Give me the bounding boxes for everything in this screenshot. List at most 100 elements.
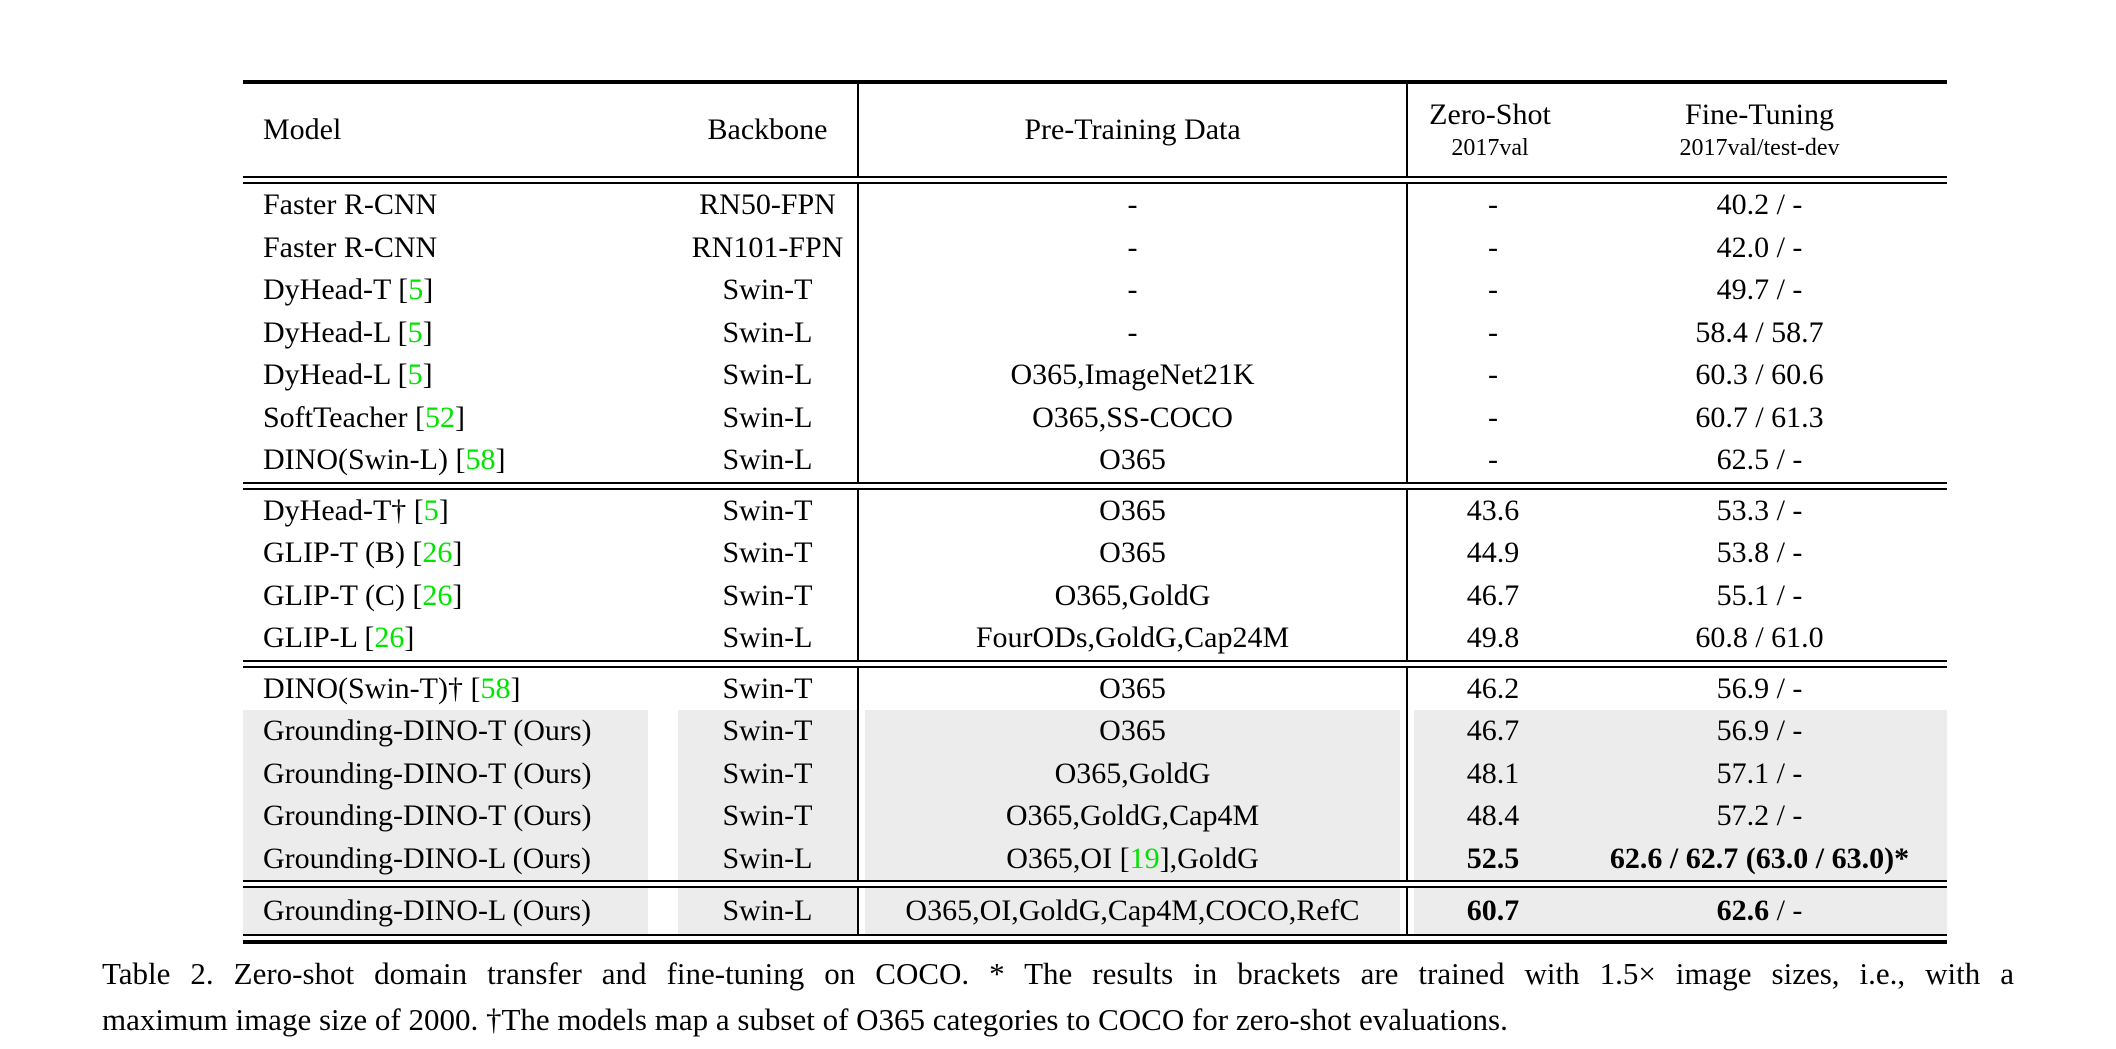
cell-pretraining-data: - (857, 226, 1406, 269)
cell-model: Faster R-CNN (263, 188, 438, 221)
table-caption: Table 2. Zero-shot domain transfer and f… (102, 951, 2014, 1043)
table-section-final: Grounding-DINO-L (Ours) Swin-L O365,OI,G… (243, 888, 1947, 934)
cell-pretraining-data: - (857, 311, 1406, 354)
cell-pretraining-data: O365 (857, 532, 1406, 575)
cell-model: SoftTeacher [52] (263, 400, 465, 434)
results-table: Model Backbone Pre-Training Data Zero-Sh… (243, 80, 1947, 944)
cell-backbone: Swin-L (722, 443, 813, 476)
cell-fine-tuning: 62.6 / - (1572, 888, 1947, 934)
cell-pretraining-data: O365 (857, 439, 1406, 482)
cell-backbone: Swin-L (722, 400, 813, 434)
section-separator-rule (243, 481, 1947, 490)
caption-label: Table 2. (102, 956, 214, 991)
cell-fine-tuning: 60.7 / 61.3 (1695, 400, 1824, 434)
table-row: DINO(Swin-L) [58] Swin-L O365 - 62.5 / - (243, 439, 1947, 482)
cell-zero-shot: - (1406, 439, 1572, 482)
cell-pretraining-data: - (857, 269, 1406, 312)
cell-fine-tuning: 58.4 / 58.7 (1695, 315, 1824, 349)
cell-pretraining-data: O365 (857, 667, 1406, 710)
table-header-row: Model Backbone Pre-Training Data Zero-Sh… (243, 84, 1947, 176)
cell-model: DINO(Swin-L) [58] (263, 443, 506, 476)
cell-model: DyHead-L [5] (263, 358, 433, 391)
table-row-highlighted: Grounding-DINO-T (Ours) Swin-T O365 46.7… (243, 710, 1947, 753)
header-zero-shot-title: Zero-Shot (1429, 98, 1551, 131)
cell-fine-tuning: 56.9 / - (1716, 671, 1803, 705)
cell-backbone: Swin-T (722, 273, 813, 306)
table-bottom-rule (243, 934, 1947, 944)
cell-model: GLIP-L [26] (263, 621, 415, 654)
table-row: DyHead-L [5] Swin-L O365,ImageNet21K - 6… (243, 354, 1947, 397)
cell-zero-shot: - (1406, 396, 1572, 439)
cell-backbone: Swin-L (648, 837, 857, 880)
cell-backbone: RN50-FPN (699, 188, 836, 221)
cell-zero-shot: - (1406, 184, 1572, 227)
cell-model: Faster R-CNN (263, 230, 438, 264)
cell-zero-shot: - (1406, 311, 1572, 354)
cell-model: DINO(Swin-T)† [58] (263, 671, 521, 705)
cell-backbone: Swin-T (722, 536, 813, 569)
cell-pretraining-data: O365,GoldG,Cap4M (857, 795, 1406, 838)
header-pretraining-data: Pre-Training Data (857, 84, 1406, 176)
table-row: DINO(Swin-T)† [58] Swin-T O365 46.2 56.9… (243, 667, 1947, 710)
cell-backbone: Swin-T (722, 493, 813, 527)
cell-fine-tuning: 53.3 / - (1716, 493, 1803, 527)
cell-zero-shot: 48.4 (1406, 795, 1572, 838)
caption-line-2: maximum image size of 2000. †The models … (102, 1002, 1508, 1037)
header-separator-rule (243, 176, 1947, 184)
cell-model: DyHead-T† [5] (263, 493, 449, 527)
cell-fine-tuning: 62.5 / - (1716, 443, 1803, 476)
cell-backbone: Swin-T (648, 752, 857, 795)
table-row: DyHead-T [5] Swin-T - - 49.7 / - (243, 269, 1947, 312)
cell-pretraining-data: O365,OI,GoldG,Cap4M,COCO,RefC (857, 888, 1406, 934)
table-row: Faster R-CNN RN101-FPN - - 42.0 / - (243, 226, 1947, 269)
cell-fine-tuning: 40.2 / - (1716, 188, 1803, 221)
header-zero-shot-sub: 2017val (1451, 135, 1529, 161)
table-row: GLIP-L [26] Swin-L FourODs,GoldG,Cap24M … (243, 617, 1947, 660)
section-separator-rule (243, 659, 1947, 668)
header-fine-tuning-title: Fine-Tuning (1685, 98, 1834, 131)
cell-pretraining-data: O365,ImageNet21K (857, 354, 1406, 397)
cell-backbone: Swin-L (722, 621, 813, 654)
cell-zero-shot: 49.8 (1406, 617, 1572, 660)
cell-backbone: Swin-T (648, 710, 857, 753)
cell-zero-shot: 43.6 (1406, 489, 1572, 532)
cell-pretraining-data: O365,GoldG (857, 752, 1406, 795)
table-row: DyHead-L [5] Swin-L - - 58.4 / 58.7 (243, 311, 1947, 354)
cell-fine-tuning: 60.8 / 61.0 (1695, 621, 1824, 654)
cell-model: Grounding-DINO-T (Ours) (243, 710, 648, 753)
cell-fine-tuning: 55.1 / - (1716, 578, 1803, 612)
table-row-highlighted: Grounding-DINO-L (Ours) Swin-L O365,OI,G… (243, 888, 1947, 934)
cell-zero-shot: - (1406, 354, 1572, 397)
cell-pretraining-data: O365,OI [19],GoldG (857, 837, 1406, 880)
table-top-rule (243, 80, 1947, 84)
header-fine-tuning-sub: 2017val/test-dev (1679, 135, 1840, 161)
table-row-highlighted: Grounding-DINO-T (Ours) Swin-T O365,Gold… (243, 752, 1947, 795)
cell-model: Grounding-DINO-L (Ours) (243, 888, 648, 934)
table-row-highlighted: Grounding-DINO-L (Ours) Swin-L O365,OI [… (243, 837, 1947, 880)
cell-backbone: Swin-T (648, 795, 857, 838)
table-section-baselines: Faster R-CNN RN50-FPN - - 40.2 / - Faste… (243, 184, 1947, 482)
cell-pretraining-data: FourODs,GoldG,Cap24M (857, 617, 1406, 660)
cell-model: Grounding-DINO-T (Ours) (243, 795, 648, 838)
cell-model: Grounding-DINO-L (Ours) (243, 837, 648, 880)
cell-pretraining-data: O365,SS-COCO (857, 396, 1406, 439)
cell-fine-tuning: 49.7 / - (1716, 273, 1803, 306)
cell-zero-shot: 46.2 (1406, 667, 1572, 710)
cell-model: Grounding-DINO-T (Ours) (243, 752, 648, 795)
table-section-zero-shot-baselines: DyHead-T† [5] Swin-T O365 43.6 53.3 / - … (243, 489, 1947, 660)
cell-fine-tuning: 60.3 / 60.6 (1695, 358, 1824, 391)
cell-backbone: Swin-T (722, 578, 813, 612)
table-row: GLIP-T (C) [26] Swin-T O365,GoldG 46.7 5… (243, 574, 1947, 617)
cell-zero-shot: 48.1 (1406, 752, 1572, 795)
caption-text-1: Zero-shot domain transfer and fine-tunin… (233, 956, 2015, 991)
header-zero-shot: Zero-Shot 2017val (1406, 84, 1572, 176)
table-row: SoftTeacher [52] Swin-L O365,SS-COCO - 6… (243, 396, 1947, 439)
table-section-grounding-dino: DINO(Swin-T)† [58] Swin-T O365 46.2 56.9… (243, 667, 1947, 880)
cell-pretraining-data: O365,GoldG (857, 574, 1406, 617)
cell-zero-shot: 44.9 (1406, 532, 1572, 575)
cell-backbone: Swin-L (648, 888, 857, 934)
cell-zero-shot: 60.7 (1406, 888, 1572, 934)
table-row: GLIP-T (B) [26] Swin-T O365 44.9 53.8 / … (243, 532, 1947, 575)
section-separator-rule (243, 880, 1947, 888)
cell-zero-shot: - (1406, 226, 1572, 269)
